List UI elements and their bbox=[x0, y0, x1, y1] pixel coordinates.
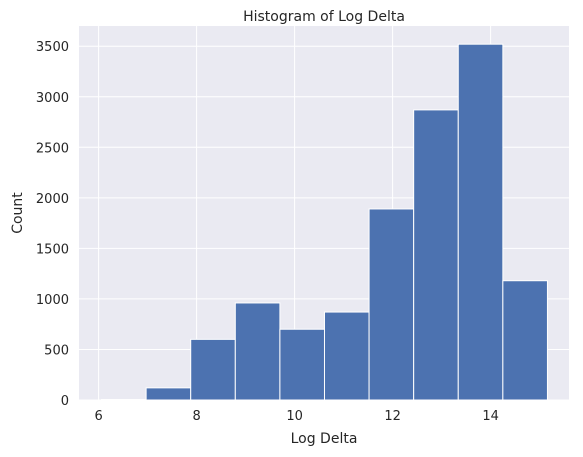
y-tick-label: 500 bbox=[44, 343, 69, 358]
chart-title: Histogram of Log Delta bbox=[243, 9, 405, 25]
x-tick-label: 14 bbox=[482, 409, 499, 424]
x-tick-label: 8 bbox=[192, 409, 200, 424]
histogram-bar bbox=[101, 398, 147, 401]
histogram-bar bbox=[323, 311, 370, 401]
x-tick-label: 12 bbox=[384, 409, 401, 424]
x-tick-label: 6 bbox=[94, 409, 102, 424]
y-tick-label: 0 bbox=[61, 394, 69, 409]
y-tick-label: 2000 bbox=[36, 192, 69, 207]
y-tick-label: 1500 bbox=[36, 242, 69, 257]
y-tick-label: 3000 bbox=[36, 91, 69, 106]
x-axis-label: Log Delta bbox=[291, 431, 358, 447]
histogram-bars bbox=[101, 43, 548, 401]
histogram-bar bbox=[279, 328, 325, 401]
y-tick-labels: 0 500 1000 1500 2000 2500 3000 3500 bbox=[36, 40, 69, 409]
histogram-bar bbox=[502, 280, 548, 401]
y-tick-label: 1000 bbox=[36, 293, 69, 308]
histogram-bar bbox=[413, 109, 459, 401]
histogram-bar bbox=[145, 387, 192, 401]
x-tick-labels: 6 8 10 12 14 bbox=[94, 409, 498, 424]
y-tick-label: 3500 bbox=[36, 40, 69, 55]
y-tick-label: 2500 bbox=[36, 141, 69, 156]
histogram-bar bbox=[457, 43, 504, 401]
histogram-bar bbox=[190, 338, 236, 401]
histogram-bar bbox=[368, 208, 415, 401]
x-tick-label: 10 bbox=[286, 409, 303, 424]
y-axis-label: Count bbox=[10, 192, 26, 234]
histogram-bar bbox=[234, 302, 281, 401]
